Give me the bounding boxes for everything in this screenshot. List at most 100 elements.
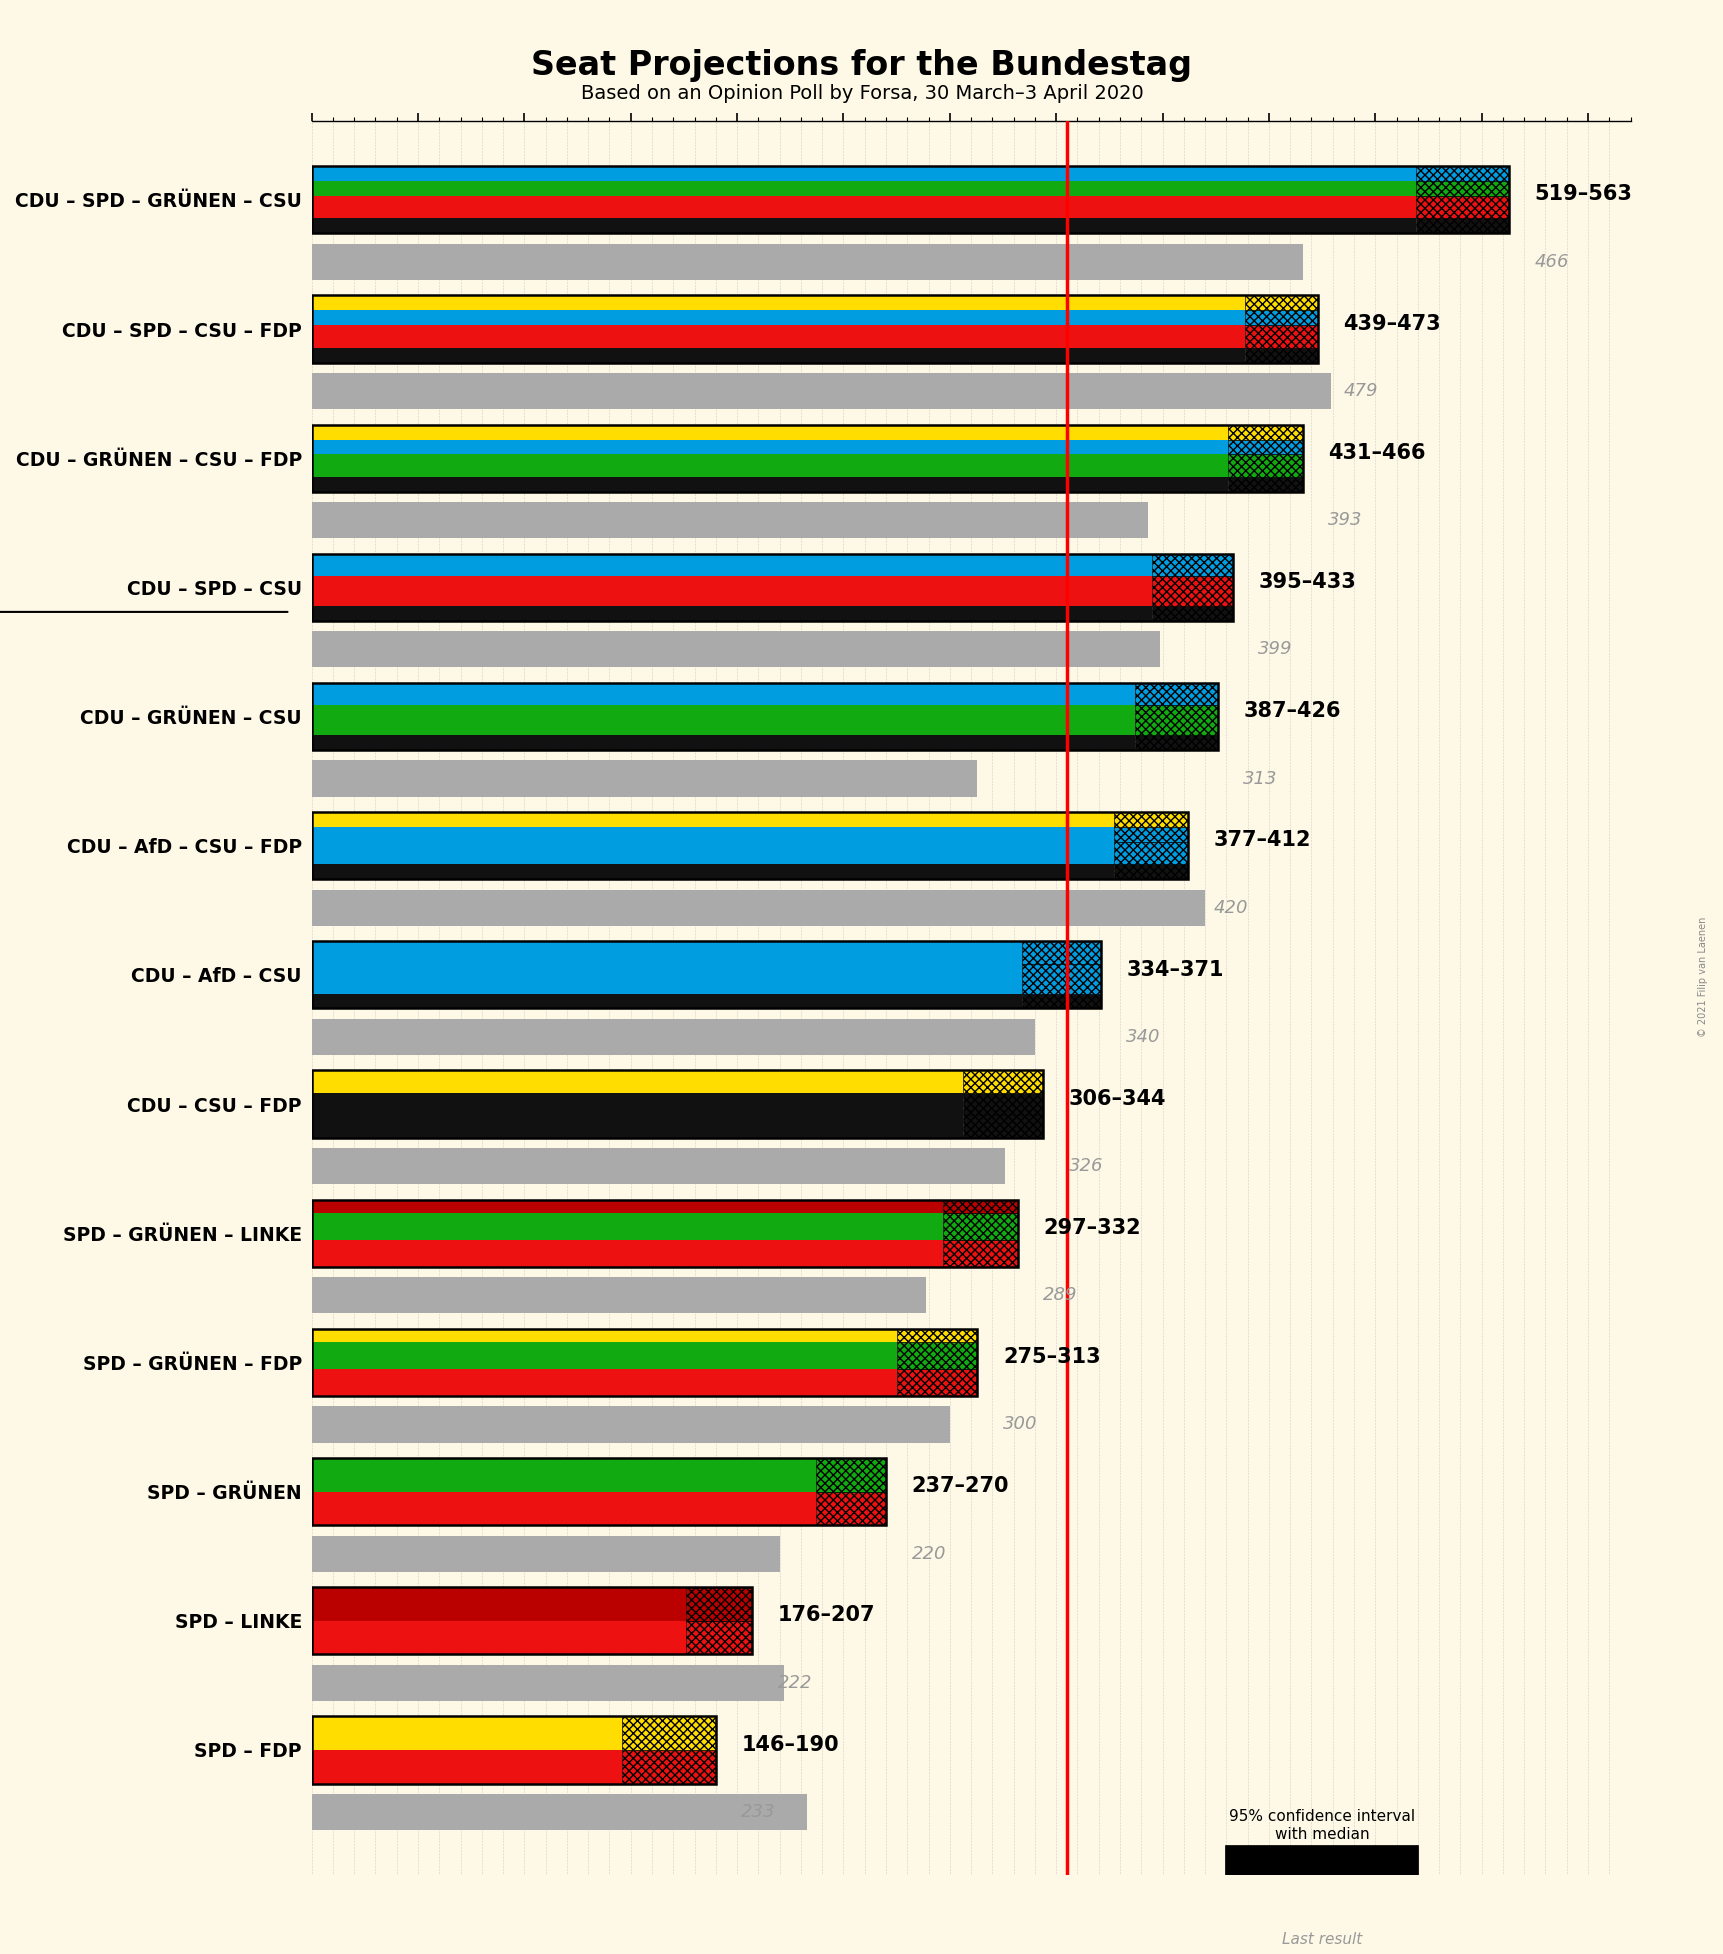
Bar: [312, 1200, 942, 1213]
Bar: [312, 576, 1151, 606]
Bar: [312, 1329, 977, 1395]
Text: 313: 313: [1242, 770, 1277, 787]
Bar: [312, 1716, 622, 1751]
Text: Seat Projections for the Bundestag: Seat Projections for the Bundestag: [531, 49, 1192, 82]
Bar: [312, 1278, 925, 1313]
Bar: [312, 1342, 896, 1370]
Bar: [312, 1329, 896, 1342]
Text: 431–466: 431–466: [1328, 444, 1425, 463]
Bar: [312, 424, 1303, 492]
Bar: [1113, 864, 1187, 879]
Bar: [312, 1116, 961, 1137]
Bar: [312, 166, 1415, 182]
Bar: [1151, 606, 1232, 621]
Bar: [312, 219, 1415, 233]
Text: 95% confidence interval
with median: 95% confidence interval with median: [1228, 1809, 1415, 1843]
Bar: [1244, 348, 1316, 363]
Bar: [961, 1116, 1042, 1137]
Bar: [312, 1665, 784, 1700]
Bar: [312, 813, 1187, 879]
Text: 393: 393: [1328, 512, 1363, 530]
Text: 399: 399: [1258, 641, 1292, 658]
Bar: [312, 684, 1134, 705]
Bar: [312, 182, 1415, 195]
Bar: [312, 1458, 815, 1491]
Text: Based on an Opinion Poll by Forsa, 30 March–3 April 2020: Based on an Opinion Poll by Forsa, 30 Ma…: [581, 84, 1142, 104]
Bar: [312, 295, 1316, 363]
Bar: [1022, 963, 1101, 993]
Bar: [1113, 827, 1187, 842]
Bar: [312, 244, 1303, 279]
Bar: [312, 760, 977, 797]
Text: 289: 289: [1042, 1286, 1077, 1303]
Bar: [312, 684, 1216, 750]
Bar: [312, 1587, 751, 1655]
Bar: [312, 373, 1330, 408]
Bar: [312, 440, 1228, 455]
Bar: [1228, 424, 1303, 440]
Text: 420: 420: [1213, 899, 1247, 916]
Bar: [312, 735, 1134, 750]
Bar: [312, 1092, 961, 1116]
Bar: [312, 295, 1244, 311]
Bar: [1415, 166, 1508, 182]
Text: 479: 479: [1342, 383, 1377, 401]
Bar: [1225, 1864, 1342, 1874]
Bar: [1225, 1874, 1342, 1884]
Bar: [312, 993, 1022, 1008]
Bar: [622, 1751, 715, 1784]
Bar: [312, 1149, 1005, 1184]
Bar: [312, 1370, 896, 1395]
Bar: [312, 1200, 1017, 1266]
Bar: [1225, 1907, 1416, 1927]
Bar: [312, 606, 1151, 621]
Bar: [1225, 1854, 1342, 1864]
Bar: [312, 424, 1228, 440]
Text: 519–563: 519–563: [1533, 184, 1632, 205]
Bar: [312, 1536, 779, 1571]
Bar: [312, 827, 1113, 842]
Text: 222: 222: [777, 1675, 812, 1692]
Text: 466: 466: [1533, 252, 1568, 272]
Bar: [942, 1200, 1017, 1213]
Bar: [312, 1071, 961, 1092]
Bar: [312, 963, 1022, 993]
Bar: [1415, 195, 1508, 219]
Bar: [312, 502, 1148, 537]
Bar: [896, 1329, 977, 1342]
Text: 387–426: 387–426: [1242, 701, 1340, 721]
Text: 237–270: 237–270: [911, 1475, 1008, 1497]
Bar: [815, 1458, 886, 1491]
Text: 220: 220: [911, 1544, 946, 1563]
Bar: [686, 1587, 751, 1620]
Bar: [312, 553, 1232, 621]
Bar: [312, 553, 1151, 576]
Bar: [942, 1241, 1017, 1266]
Text: Last result: Last result: [1282, 1933, 1361, 1946]
Bar: [312, 705, 1134, 735]
Bar: [312, 864, 1113, 879]
Text: 340: 340: [1125, 1028, 1160, 1045]
Bar: [1244, 324, 1316, 348]
Bar: [312, 311, 1244, 324]
Bar: [312, 1587, 686, 1620]
Bar: [1228, 455, 1303, 477]
Bar: [312, 1620, 686, 1655]
Text: 326: 326: [1068, 1157, 1103, 1174]
Bar: [312, 1213, 942, 1241]
Bar: [312, 166, 1508, 233]
Bar: [312, 348, 1244, 363]
Bar: [312, 631, 1160, 668]
Bar: [961, 1071, 1042, 1092]
Bar: [1342, 1854, 1416, 1864]
Bar: [942, 1213, 1017, 1241]
Bar: [1244, 311, 1316, 324]
Bar: [1151, 576, 1232, 606]
Bar: [1134, 705, 1216, 735]
Bar: [1415, 182, 1508, 195]
Bar: [1022, 942, 1101, 963]
Bar: [896, 1342, 977, 1370]
Bar: [896, 1370, 977, 1395]
Bar: [686, 1620, 751, 1655]
Bar: [1342, 1845, 1416, 1854]
